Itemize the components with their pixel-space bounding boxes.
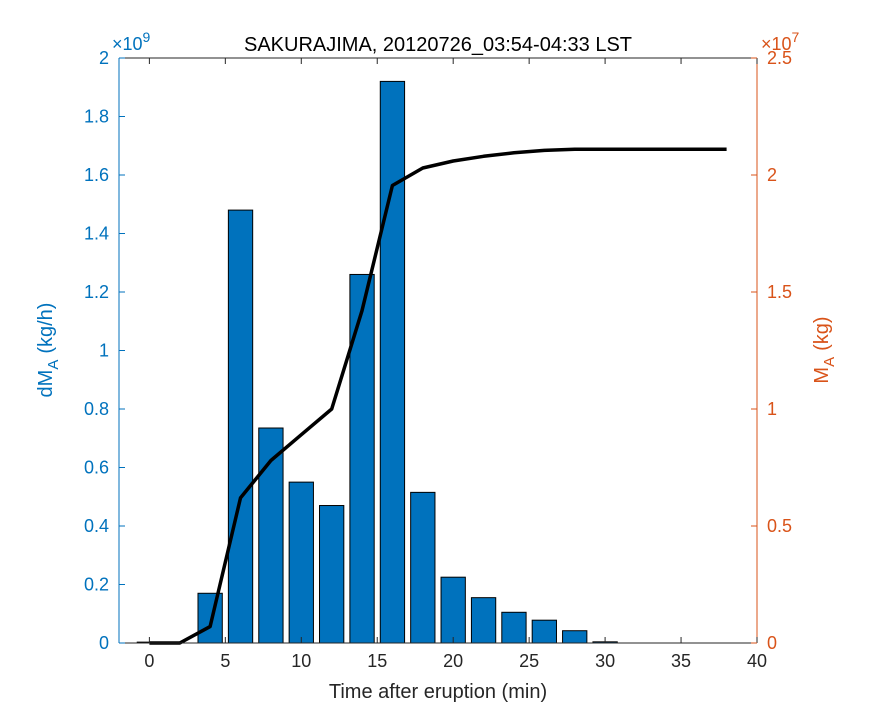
left-axis-label-unit: (kg/h) bbox=[35, 303, 57, 354]
left-tick-label: 0.6 bbox=[84, 458, 109, 478]
left-axis-label-sub: A bbox=[45, 360, 62, 370]
x-tick-label: 30 bbox=[595, 651, 615, 671]
left-tick-label: 0 bbox=[99, 633, 109, 653]
left-tick-label: 1.6 bbox=[84, 165, 109, 185]
left-axis-label: dMA (kg/h) bbox=[35, 303, 62, 398]
bar bbox=[501, 611, 527, 644]
left-multiplier-exp: 9 bbox=[143, 29, 151, 45]
line-layer bbox=[149, 147, 727, 645]
left-tick-label: 0.2 bbox=[84, 575, 109, 595]
right-tick-label: 0.5 bbox=[767, 516, 792, 536]
left-tick-label: 1.2 bbox=[84, 282, 109, 302]
right-axis-label-main: M bbox=[811, 367, 833, 384]
right-tick-label: 1.5 bbox=[767, 282, 792, 302]
left-multiplier: ×109 bbox=[112, 29, 151, 54]
bar bbox=[288, 481, 314, 644]
axes-layer: 0 5 10 15 20 25 30 35 4000.20.40.60.811.21.41.61… bbox=[84, 48, 792, 671]
cumulative-mass-line bbox=[149, 147, 727, 645]
right-multiplier: ×107 bbox=[761, 29, 800, 54]
bar bbox=[470, 597, 497, 644]
bar bbox=[349, 273, 375, 644]
bar bbox=[379, 80, 406, 644]
right-multiplier-exp: 7 bbox=[792, 29, 800, 45]
x-tick-label: 40 bbox=[747, 651, 767, 671]
x-axis-label: Time after eruption (min) bbox=[329, 681, 547, 703]
bar bbox=[258, 427, 284, 644]
bars-layer bbox=[136, 80, 618, 644]
left-tick-label: 1 bbox=[99, 341, 109, 361]
right-axis-label: MA (kg) bbox=[811, 316, 838, 383]
x-tick-label: 0 bbox=[144, 651, 154, 671]
x-tick-label: 15 bbox=[367, 651, 387, 671]
right-tick-label: 1 bbox=[767, 399, 777, 419]
bar bbox=[562, 630, 588, 644]
x-tick-label: 20 bbox=[443, 651, 463, 671]
right-tick-label: 2.5 bbox=[767, 48, 792, 68]
right-axis-label-sub: A bbox=[821, 357, 838, 367]
left-axis-label-main: dM bbox=[35, 370, 57, 398]
bar bbox=[197, 592, 223, 644]
right-tick-label: 2 bbox=[767, 165, 777, 185]
left-tick-label: 1.8 bbox=[84, 107, 109, 127]
right-axis-label-unit: (kg) bbox=[811, 316, 833, 350]
left-tick-label: 1.4 bbox=[84, 224, 109, 244]
left-tick-label: 0.4 bbox=[84, 516, 109, 536]
plot-background bbox=[119, 58, 757, 643]
x-tick-label: 35 bbox=[671, 651, 691, 671]
left-tick-label: 0.8 bbox=[84, 399, 109, 419]
left-tick-label: 2 bbox=[99, 48, 109, 68]
bar bbox=[531, 619, 557, 644]
bar bbox=[410, 491, 436, 644]
x-tick-label: 5 bbox=[220, 651, 230, 671]
x-tick-label: 10 bbox=[291, 651, 311, 671]
bar bbox=[440, 576, 466, 644]
right-multiplier-base: ×10 bbox=[761, 34, 792, 54]
bar bbox=[319, 505, 345, 644]
chart-title: SAKURAJIMA, 20120726_03:54-04:33 LST bbox=[244, 34, 632, 56]
bar bbox=[227, 209, 254, 644]
right-tick-label: 0 bbox=[767, 633, 777, 653]
x-tick-label: 25 bbox=[519, 651, 539, 671]
left-multiplier-base: ×10 bbox=[112, 34, 143, 54]
